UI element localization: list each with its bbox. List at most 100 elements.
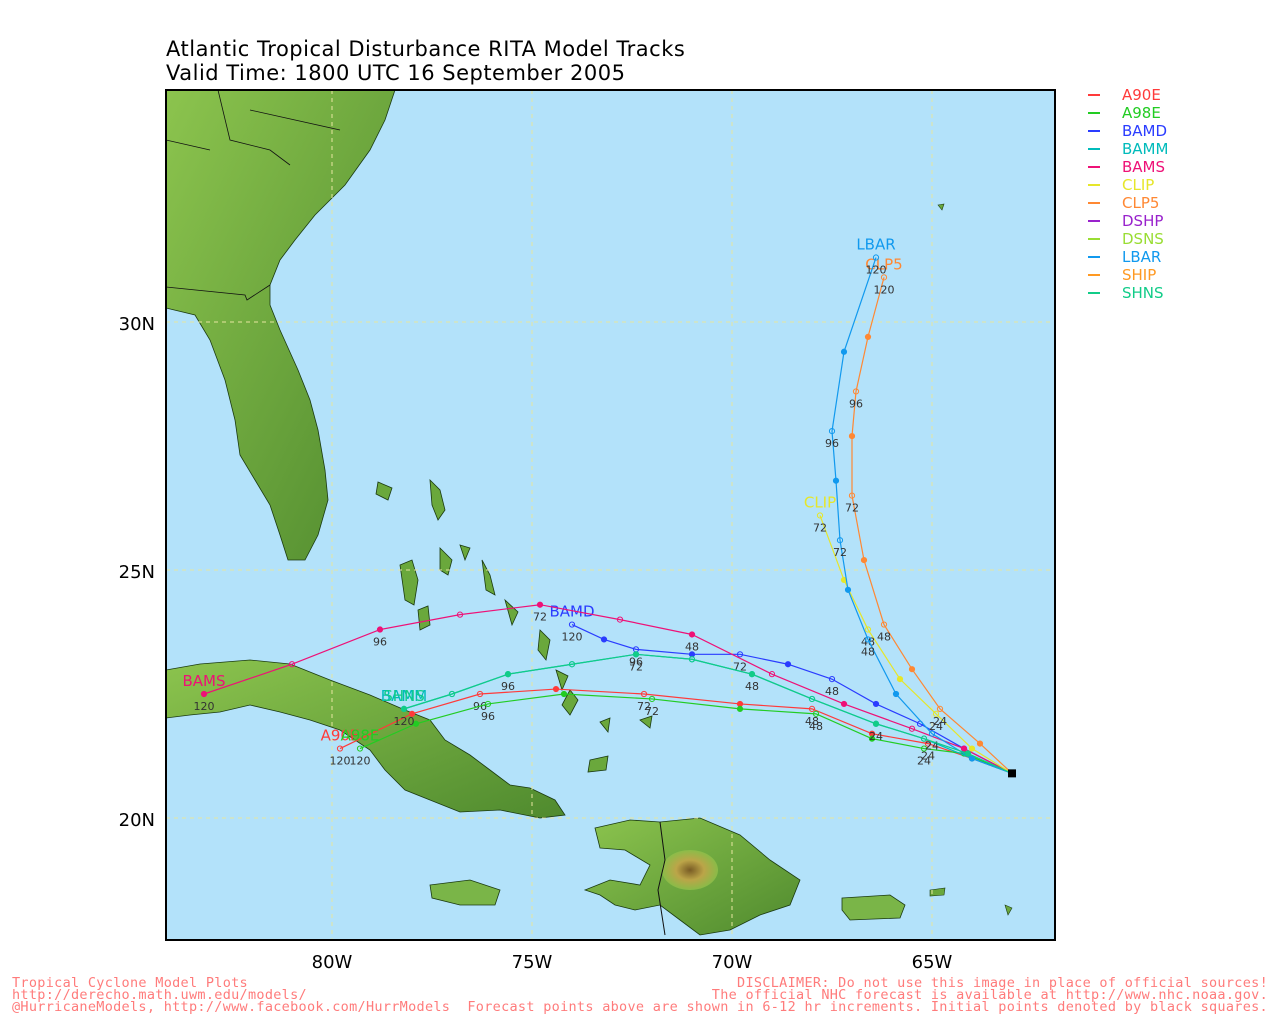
cuba [166, 659, 566, 819]
track-point [376, 626, 384, 633]
legend: A90E A98E BAMD BAMM BAMS CLIP CLP5 DSHP DSNS LBAR… [1088, 86, 1168, 302]
track-point [932, 710, 940, 717]
legend-label: DSNS [1122, 230, 1164, 248]
lat-tick-label: 20N [119, 810, 155, 831]
track-line-shns [403, 653, 1013, 774]
forecast-hour-label: 24 [933, 715, 947, 728]
legend-item-lbar: LBAR [1088, 248, 1168, 266]
legend-swatch [1088, 112, 1100, 114]
forecast-hour-label: 48 [861, 645, 875, 658]
model-tracks: 24487296120A90E24487296120A98E487296120B… [182, 236, 1016, 778]
track-point [408, 710, 416, 717]
track-point [356, 745, 364, 752]
forecast-hour-label: 96 [373, 636, 387, 649]
track-point [848, 432, 856, 440]
forecast-hour-label: 48 [745, 680, 759, 693]
footer-right-line: Forecast points above are shown in 6-12 … [467, 999, 1268, 1015]
chart-title: Atlantic Tropical Disturbance RITA Model… [166, 37, 686, 61]
track-point [736, 651, 744, 658]
legend-swatch [1088, 166, 1100, 168]
track-point [896, 676, 904, 683]
jamaica [429, 879, 501, 906]
track-point [412, 720, 420, 727]
track-point [200, 690, 208, 698]
track-point [456, 611, 464, 618]
track-point [836, 537, 844, 544]
forecast-hour-label: 96 [481, 710, 495, 723]
forecast-hour-label: 24 [869, 730, 883, 743]
track-point [816, 512, 824, 519]
bahamas [375, 478, 653, 773]
legend-item-bamm: BAMM [1088, 140, 1168, 158]
track-point [536, 601, 544, 608]
forecast-hour-label: 72 [637, 700, 651, 713]
track-end-label: LBAR [856, 236, 895, 254]
chart-subtitle: Valid Time: 1800 UTC 16 September 2005 [166, 61, 626, 85]
track-point [968, 745, 976, 752]
haiti-dr-border [657, 821, 666, 936]
track-point [828, 676, 836, 683]
footer-left-line: Tropical Cyclone Model Plots [12, 975, 248, 991]
track-point [864, 636, 872, 643]
legend-item-dsns: DSNS [1088, 230, 1168, 248]
forecast-hour-label: 48 [825, 685, 839, 698]
forecast-hour-label: 120 [562, 631, 583, 644]
forecast-hour-label: 72 [845, 502, 859, 515]
track-point [828, 428, 836, 435]
track-point [560, 690, 568, 698]
legend-label: LBAR [1122, 248, 1162, 266]
track-end-label: A90E [321, 727, 360, 745]
lon-tick-label: 75W [512, 952, 553, 973]
forecast-hour-label: 120 [350, 755, 371, 768]
track-point [632, 651, 640, 658]
track-point [832, 477, 840, 484]
track-point [336, 745, 344, 752]
track-point [600, 636, 608, 643]
lon-tick-label: 70W [712, 952, 753, 973]
legend-label: DSHP [1122, 212, 1164, 230]
legend-swatch [1088, 94, 1100, 96]
track-point [960, 745, 968, 752]
track-point [924, 740, 932, 747]
track-point [748, 671, 756, 678]
axis-labels: 30N 25N 20N 80W 75W 70W 65W [119, 314, 953, 973]
legend-item-a98e: A98E [1088, 104, 1168, 122]
legend-label: SHIP [1122, 266, 1157, 284]
track-point [964, 750, 972, 757]
forecast-hour-label: 48 [805, 715, 819, 728]
track-point [852, 388, 860, 395]
track-point [872, 254, 880, 261]
small-islands [929, 203, 1013, 916]
forecast-hour-label: 72 [645, 705, 659, 718]
track-point [868, 735, 876, 742]
legend-label: BAMS [1122, 158, 1166, 176]
lon-tick-label: 65W [912, 952, 953, 973]
footer-left-line: @HurricaneModels, http://www.facebook.co… [12, 999, 451, 1015]
legend-item-a90e: A90E [1088, 86, 1168, 104]
forecast-hour-label: 120 [874, 283, 895, 296]
legend-item-ship: SHIP [1088, 266, 1168, 284]
legend-label: BAMD [1122, 122, 1168, 140]
legend-item-clp5: CLP5 [1088, 194, 1168, 212]
track-point [616, 616, 624, 623]
track-point [864, 626, 872, 633]
legend-label: SHNS [1122, 284, 1164, 302]
lon-tick-label: 80W [312, 952, 353, 973]
track-point [736, 700, 744, 708]
track-end-label: BAMD [549, 603, 594, 621]
track-point [936, 705, 944, 712]
track-point [812, 710, 820, 717]
forecast-hour-label: 120 [394, 715, 415, 728]
map-frame [165, 89, 1056, 941]
forecast-hour-label: 120 [194, 700, 215, 713]
track-point [908, 666, 916, 673]
forecast-hour-label: 96 [825, 437, 839, 450]
track-point [892, 690, 900, 698]
forecast-hour-label: 120 [866, 264, 887, 277]
legend-item-bams: BAMS [1088, 158, 1168, 176]
track-point [476, 690, 484, 698]
footer-left-line: http://derecho.math.uwm.edu/models/ [12, 987, 307, 1003]
track-point [808, 695, 816, 703]
forecast-hour-label: 48 [809, 720, 823, 733]
